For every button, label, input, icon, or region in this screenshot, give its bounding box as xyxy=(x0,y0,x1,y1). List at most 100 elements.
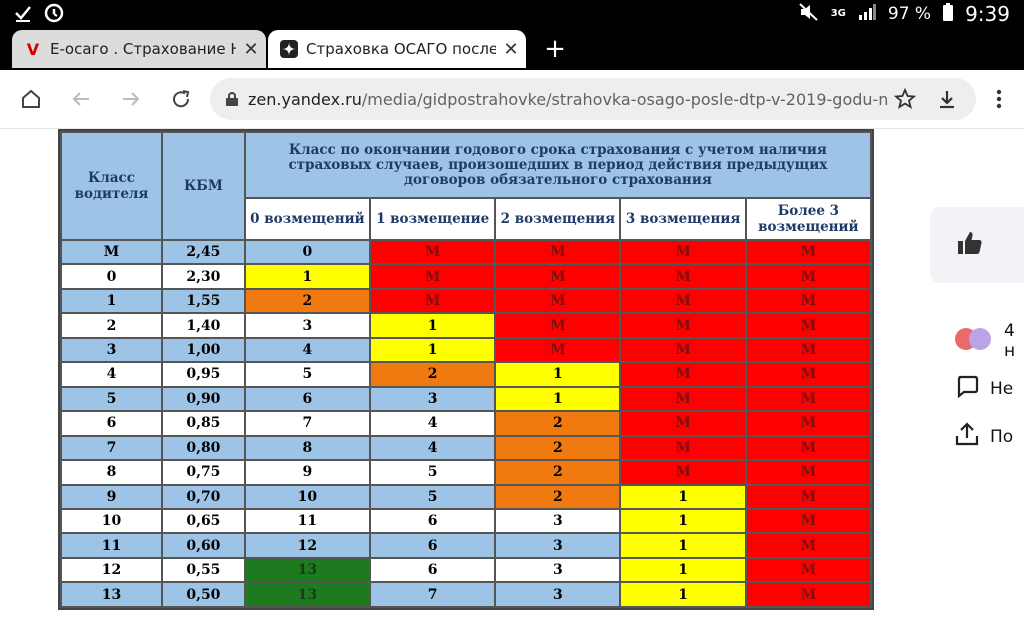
table-row: 6 0,85 7 4 2 M M xyxy=(62,412,870,435)
class-result-cell: 5 xyxy=(371,485,495,508)
kbm-cell: 0,95 xyxy=(162,363,244,386)
address-bar[interactable]: zen.yandex.ru/media/gidpostrahovke/strah… xyxy=(210,78,976,120)
class-result-cell: 13 xyxy=(245,583,370,606)
class-result-cell: 3 xyxy=(245,314,370,337)
status-bar: 3G 97 % 9:39 xyxy=(0,0,1024,28)
class-result-cell: 3 xyxy=(496,583,620,606)
table-row: 9 0,70 10 5 2 1 M xyxy=(62,485,870,508)
table-row: 12 0,55 13 6 3 1 M xyxy=(62,558,870,582)
like-card[interactable] xyxy=(930,207,1024,283)
class-result-cell: M xyxy=(746,436,870,460)
class-result-cell: 7 xyxy=(371,583,495,606)
url-path: /media/gidpostrahovke/strahovka-osago-po… xyxy=(361,89,888,109)
table-row: 4 0,95 5 2 1 M M xyxy=(62,363,870,386)
tab-e-osago[interactable]: V E-осаго . Страхование Нуи ✕ xyxy=(12,30,266,68)
bookmark-star-icon[interactable] xyxy=(890,84,920,114)
share-icon xyxy=(954,421,980,452)
class-result-cell: 6 xyxy=(245,387,370,411)
driver-class-cell: 13 xyxy=(62,583,161,606)
class-result-cell: M xyxy=(621,289,745,313)
class-result-cell: M xyxy=(621,241,745,264)
tab-title: E-осаго . Страхование Нуи xyxy=(50,40,236,58)
class-result-cell: M xyxy=(621,363,745,386)
back-arrow-icon[interactable] xyxy=(66,84,96,114)
class-result-cell: 6 xyxy=(371,558,495,582)
tab-title: Страховка ОСАГО после Д xyxy=(306,40,496,58)
class-result-cell: M xyxy=(621,387,745,411)
tab-strip: V E-осаго . Страхование Нуи ✕ Страховка … xyxy=(0,28,1024,70)
driver-class-cell: 5 xyxy=(62,387,161,411)
class-result-cell: 1 xyxy=(621,583,745,606)
header-kbm: КБМ xyxy=(162,133,244,239)
battery-percent: 97 % xyxy=(887,4,932,24)
mute-icon xyxy=(799,2,819,26)
url-text: zen.yandex.ru/media/gidpostrahovke/strah… xyxy=(248,90,888,109)
class-result-cell: 8 xyxy=(245,436,370,460)
class-result-cell: 5 xyxy=(245,363,370,386)
class-result-cell: M xyxy=(371,289,495,313)
class-result-cell: M xyxy=(496,289,620,313)
driver-class-cell: 8 xyxy=(62,461,161,484)
driver-class-cell: M xyxy=(62,241,161,264)
table-row: 10 0,65 11 6 3 1 M xyxy=(62,509,870,533)
download-icon[interactable] xyxy=(932,84,962,114)
class-result-cell: M xyxy=(746,461,870,484)
driver-class-cell: 2 xyxy=(62,314,161,337)
table-row: 2 1,40 3 1 M M M xyxy=(62,314,870,337)
class-result-cell: M xyxy=(496,314,620,337)
tab-osago-after-dtp[interactable]: Страховка ОСАГО после Д ✕ xyxy=(268,30,526,68)
kbm-cell: 1,55 xyxy=(162,289,244,313)
class-result-cell: 3 xyxy=(496,558,620,582)
class-result-cell: 12 xyxy=(245,534,370,557)
kbm-cell: 0,65 xyxy=(162,509,244,533)
class-result-cell: 10 xyxy=(245,485,370,508)
class-result-cell: 2 xyxy=(496,412,620,435)
share-row[interactable]: По xyxy=(954,421,1013,452)
thumbs-up-icon[interactable] xyxy=(956,229,984,261)
class-result-cell: M xyxy=(746,558,870,582)
table-row: 3 1,00 4 1 M M M xyxy=(62,338,870,362)
reload-icon[interactable] xyxy=(166,84,196,114)
class-result-cell: M xyxy=(621,338,745,362)
reactions-row[interactable]: 4 н xyxy=(954,321,1024,361)
zen-favicon-icon xyxy=(280,40,298,58)
battery-icon xyxy=(943,2,954,26)
new-tab-button[interactable]: + xyxy=(544,34,566,64)
home-icon[interactable] xyxy=(16,84,46,114)
page-content: Класс водителя КБМ Класс по окончании го… xyxy=(0,129,1024,640)
driver-class-cell: 0 xyxy=(62,265,161,288)
class-result-cell: 2 xyxy=(496,485,620,508)
driver-class-cell: 10 xyxy=(62,509,161,533)
browser-toolbar: zen.yandex.ru/media/gidpostrahovke/strah… xyxy=(0,70,1024,129)
more-menu-icon[interactable] xyxy=(984,84,1014,114)
lock-icon xyxy=(226,92,238,106)
class-result-cell: M xyxy=(746,387,870,411)
driver-class-cell: 4 xyxy=(62,363,161,386)
class-result-cell: M xyxy=(621,412,745,435)
class-result-cell: 6 xyxy=(371,534,495,557)
close-tab-icon[interactable]: ✕ xyxy=(503,38,519,60)
driver-class-cell: 1 xyxy=(62,289,161,313)
forward-arrow-icon[interactable] xyxy=(116,84,146,114)
table-row: 5 0,90 6 3 1 M M xyxy=(62,387,870,411)
status-right: 3G 97 % 9:39 xyxy=(799,0,1010,28)
class-result-cell: M xyxy=(746,265,870,288)
class-result-cell: M xyxy=(746,412,870,435)
class-result-cell: 1 xyxy=(496,363,620,386)
class-result-cell: 2 xyxy=(496,436,620,460)
table-row: 11 0,60 12 6 3 1 M xyxy=(62,534,870,557)
table-row: 8 0,75 9 5 2 M M xyxy=(62,461,870,484)
comments-row[interactable]: Не xyxy=(954,373,1013,404)
class-result-cell: 1 xyxy=(621,485,745,508)
comment-icon xyxy=(954,373,980,404)
close-tab-icon[interactable]: ✕ xyxy=(243,38,259,60)
class-result-cell: M xyxy=(496,241,620,264)
class-result-cell: M xyxy=(496,265,620,288)
class-result-cell: M xyxy=(746,289,870,313)
class-result-cell: M xyxy=(746,363,870,386)
share-text: По xyxy=(990,426,1014,447)
driver-class-cell: 12 xyxy=(62,558,161,582)
kbm-cell: 0,75 xyxy=(162,461,244,484)
class-result-cell: M xyxy=(746,485,870,508)
class-result-cell: 1 xyxy=(496,387,620,411)
